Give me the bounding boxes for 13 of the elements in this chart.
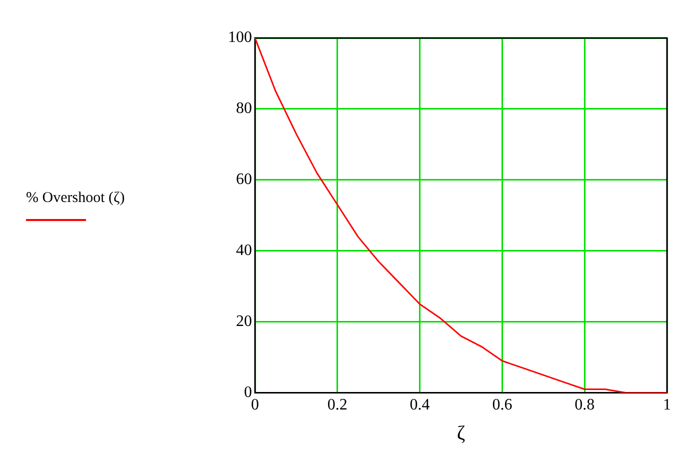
x-tick-label: 0.8 — [574, 396, 595, 414]
x-tick-label: 0.4 — [410, 396, 430, 414]
text: % Overshoot (ζ) — [26, 190, 125, 207]
x-axis-title: ζ — [456, 422, 466, 444]
y-tick-label: 100 — [228, 29, 252, 46]
y-tick-label: 80 — [236, 100, 252, 118]
x-tick-label: 0.2 — [327, 396, 348, 414]
x-tick-label: 0.6 — [492, 396, 512, 414]
y-tick-label: 20 — [236, 313, 252, 330]
y-tick-label: 60 — [236, 171, 252, 188]
y-tick-label: 0 — [244, 384, 252, 402]
x-tick-label: 1 — [663, 396, 671, 414]
y-tick-label: 40 — [236, 242, 252, 260]
